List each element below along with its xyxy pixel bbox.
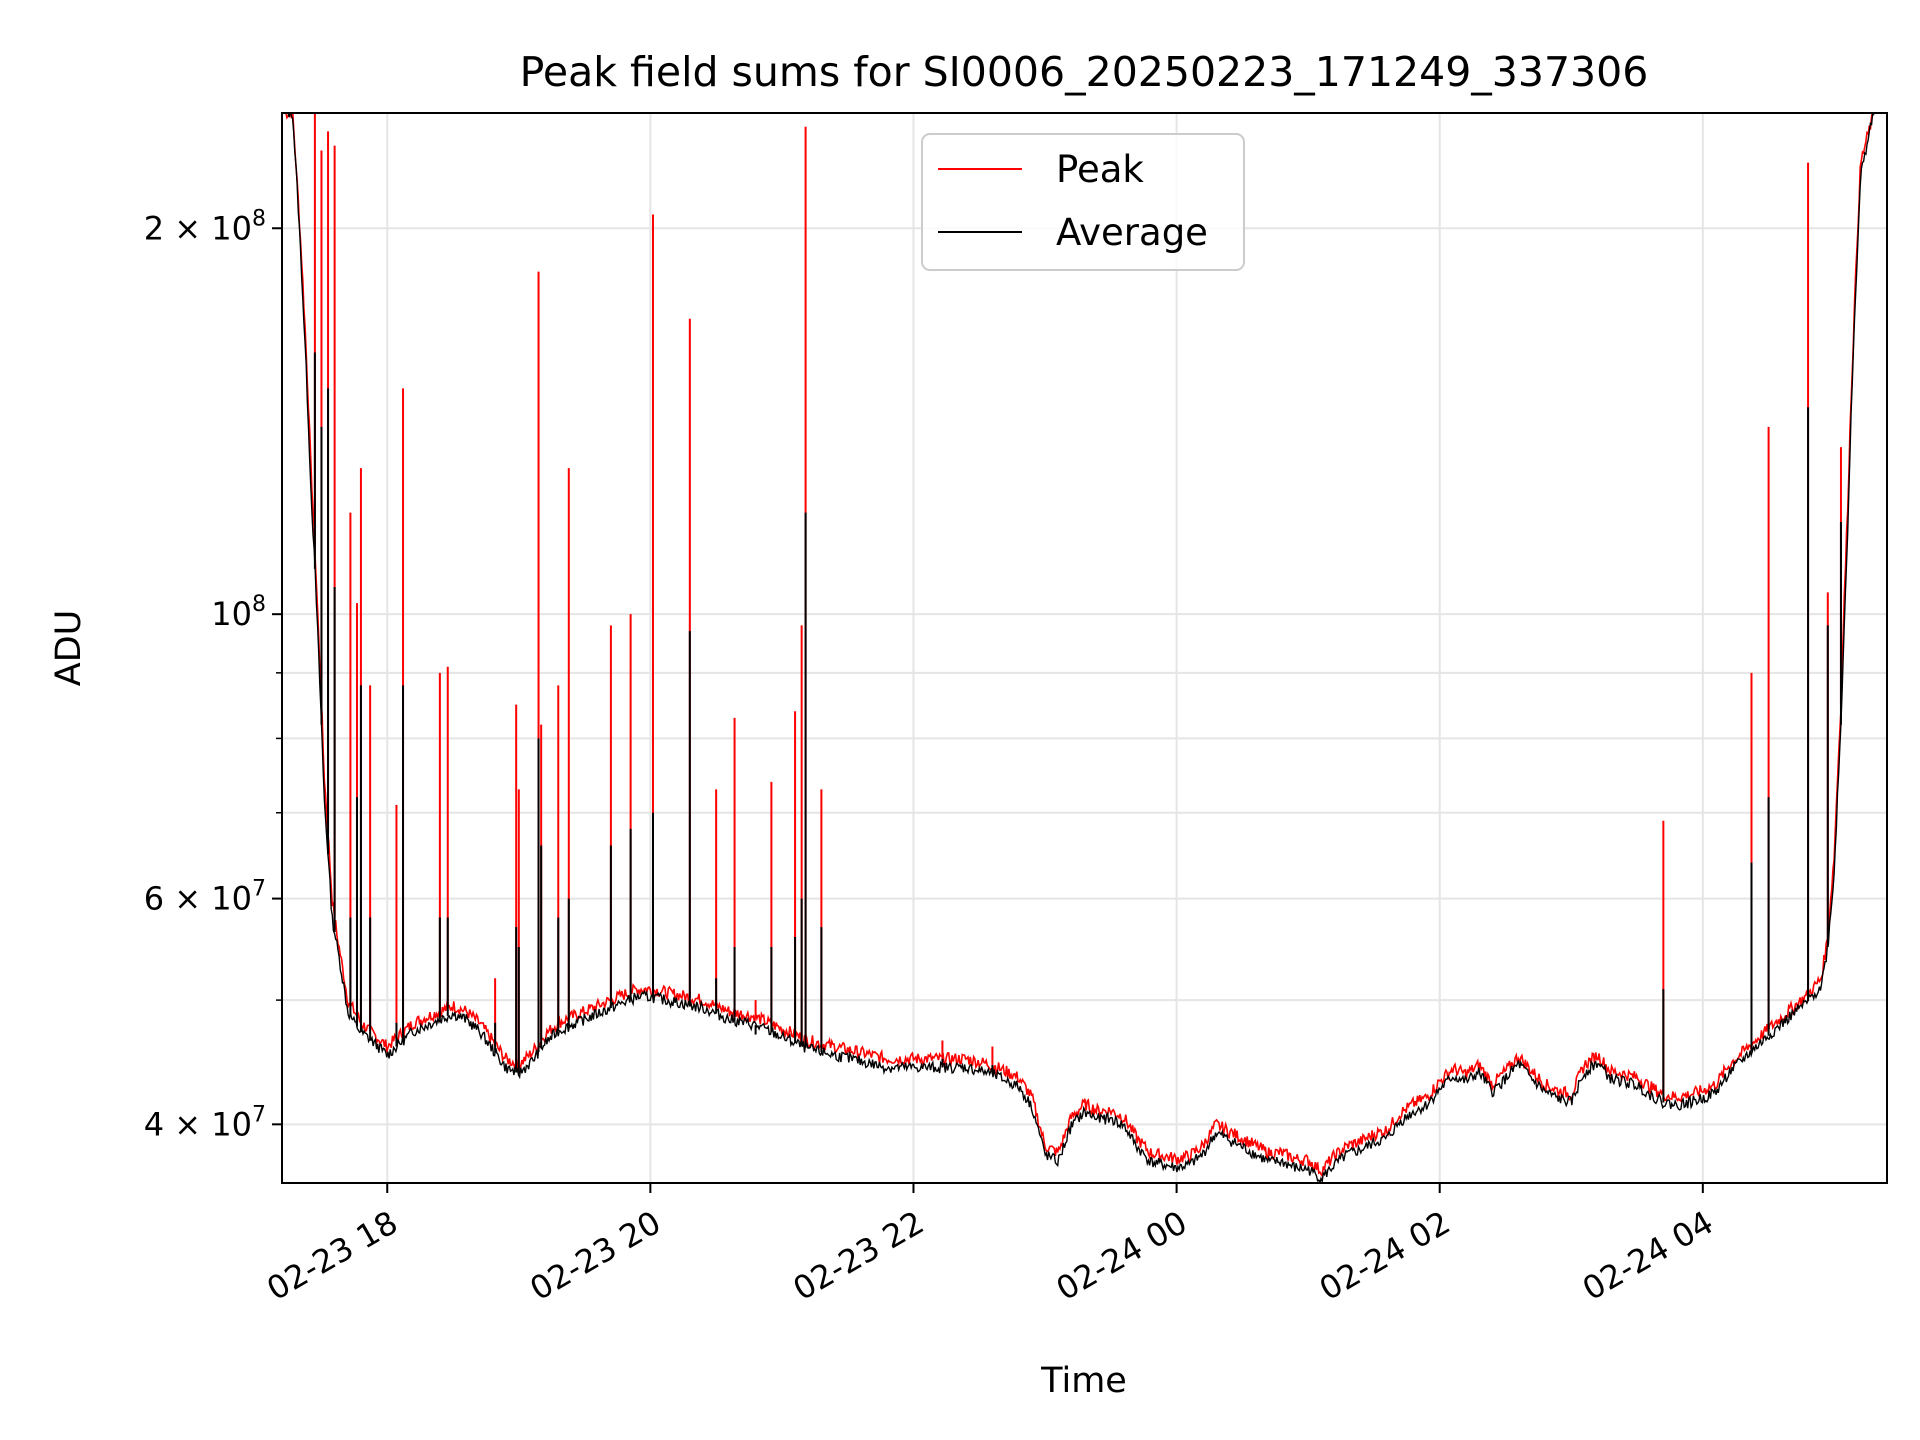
x-axis-label: Time [1040, 1361, 1127, 1401]
legend: Peak Average [921, 133, 1245, 271]
y-tick-label: 108 [211, 592, 266, 633]
y-tick-label: 6 × 107 [144, 877, 266, 918]
chart-title: Peak field sums for SI0006_20250223_1712… [520, 48, 1649, 96]
series-line-peak [284, 113, 1875, 1178]
legend-label-average: Average [1056, 211, 1208, 254]
plot-area [284, 113, 1875, 1183]
axes-frame [281, 112, 1888, 1184]
y-tick-label: 4 × 107 [144, 1102, 266, 1143]
series-group [284, 113, 1875, 1183]
legend-label-peak: Peak [1056, 148, 1144, 191]
y-axis-label: ADU [49, 610, 89, 687]
y-tick-label: 2 × 108 [144, 206, 266, 247]
series-line-average [285, 113, 1875, 1183]
y-axis: 4 × 107 6 × 107 108 2 × 108 [144, 206, 282, 1143]
